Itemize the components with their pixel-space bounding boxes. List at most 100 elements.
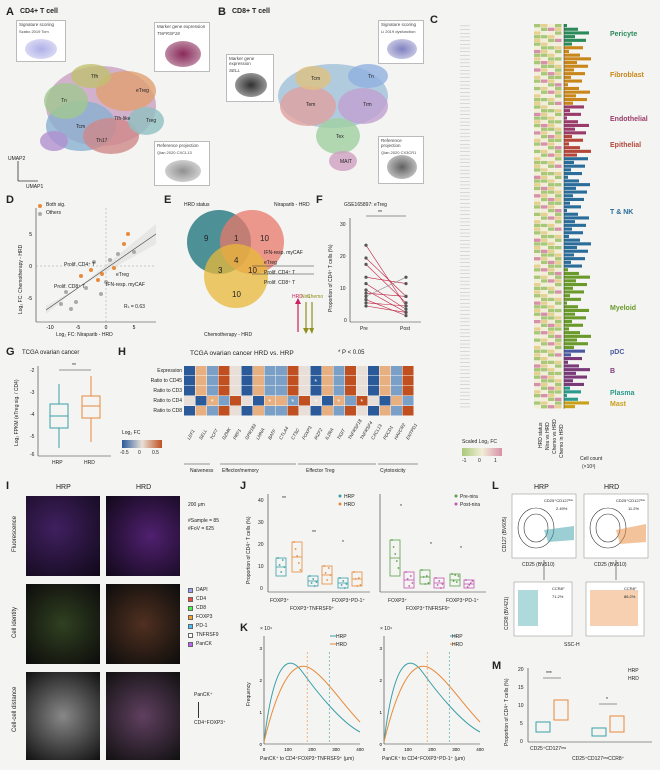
distance-hrp bbox=[26, 672, 100, 760]
j-point bbox=[297, 562, 300, 564]
c-heat-cell bbox=[555, 234, 562, 239]
c-heat-cell bbox=[555, 353, 562, 357]
c-heat-cell bbox=[534, 205, 541, 209]
fluorescence-hrp bbox=[26, 496, 100, 576]
c-heat-cell bbox=[555, 31, 562, 35]
c-heat-cell bbox=[548, 394, 555, 398]
panel-g: G TCGA ovarian cancer ** HRP HRD -2 -3 -… bbox=[6, 346, 116, 476]
c-heat-cell bbox=[548, 197, 555, 202]
c-heat-cell bbox=[534, 305, 541, 309]
c-heat-cell bbox=[541, 72, 548, 76]
c-heat-cell bbox=[548, 338, 555, 342]
c-heat-cell bbox=[555, 386, 562, 390]
c-heat-cell bbox=[548, 275, 555, 279]
k-legend: HRP bbox=[336, 634, 347, 640]
h-heat-cell bbox=[287, 406, 299, 416]
venn-arrow-label: HRD bbox=[292, 294, 303, 300]
c-heat-cell bbox=[555, 79, 562, 83]
i-distance-label: PanCK⁺ bbox=[194, 692, 213, 698]
c-heat-cell bbox=[548, 24, 555, 28]
c-heat-cell bbox=[548, 231, 555, 235]
j-xtick: FOXP3⁺TNFRSF9⁺ bbox=[406, 606, 451, 612]
d-point bbox=[92, 260, 96, 264]
j-point bbox=[455, 581, 458, 583]
c-heat-cell bbox=[541, 271, 548, 276]
f-pair-line bbox=[365, 302, 407, 307]
h-heat-cell bbox=[379, 366, 391, 376]
c-count-bar bbox=[564, 168, 571, 172]
c-heat-cell bbox=[548, 357, 555, 361]
umap-label: Trm bbox=[363, 102, 372, 108]
c-heat-cell bbox=[534, 172, 541, 176]
h-heat-cell bbox=[356, 366, 368, 376]
c-group-label: pDC bbox=[610, 349, 625, 357]
c-heat-cell bbox=[541, 68, 548, 72]
j-legend-dot bbox=[338, 494, 342, 498]
c-heat-cell bbox=[541, 109, 548, 113]
c-count-bar bbox=[564, 338, 577, 342]
c-heat-cell bbox=[541, 297, 548, 302]
f-point bbox=[364, 243, 368, 247]
c-heat-cell bbox=[555, 205, 562, 209]
c-heat-cell bbox=[534, 27, 541, 31]
c-heat-cell bbox=[555, 72, 562, 76]
l-gate2-label: CCR8⁺ bbox=[624, 586, 638, 591]
c-heat-cell bbox=[548, 98, 555, 102]
c-count-bar bbox=[564, 345, 574, 349]
umap-label: Tfh-like bbox=[114, 116, 131, 122]
c-heat-cell bbox=[534, 116, 541, 120]
h-heat-cell bbox=[402, 376, 414, 386]
c-heat-cell bbox=[534, 175, 541, 179]
c-heat-cell bbox=[534, 268, 541, 272]
c-count-bar bbox=[564, 238, 580, 242]
d-point bbox=[108, 258, 112, 262]
c-heat-cell bbox=[534, 90, 541, 94]
h-heat-cell bbox=[391, 386, 402, 396]
c-count-bar bbox=[564, 260, 571, 264]
c-heat-cell bbox=[555, 90, 562, 94]
c-heat-cell bbox=[548, 401, 555, 405]
c-heat-cell bbox=[555, 49, 562, 54]
c-heat-cell bbox=[548, 386, 555, 390]
c-heat-cell bbox=[541, 197, 548, 202]
j-sig: ** bbox=[282, 496, 286, 502]
c-heat-cell bbox=[555, 27, 562, 31]
panel-c-letter: C bbox=[430, 14, 438, 26]
panel-b-letter: B bbox=[218, 6, 226, 18]
j-point bbox=[438, 580, 441, 582]
c-heat-cell bbox=[548, 153, 555, 157]
c-count-bar bbox=[564, 57, 591, 61]
h-heat-cell bbox=[368, 386, 379, 396]
c-count-bar bbox=[564, 194, 573, 198]
c-heat-cell bbox=[555, 301, 562, 305]
g-xtick: HRP bbox=[52, 460, 63, 466]
d-annot: IFN-resp. myCAF bbox=[106, 282, 145, 288]
c-heat-cell bbox=[555, 38, 562, 43]
c-group-label: Endothelial bbox=[610, 116, 648, 124]
venn-count: 3 bbox=[218, 266, 223, 275]
m-sig: *** bbox=[546, 671, 552, 677]
c-heat-cell bbox=[555, 382, 562, 387]
c-heat-cell bbox=[534, 405, 541, 409]
c-heat-cell bbox=[548, 27, 555, 31]
c-heat-cell bbox=[541, 38, 548, 43]
h-heat-cell bbox=[207, 366, 218, 376]
c-legend-tick: 1 bbox=[494, 458, 497, 464]
c-heat-cell bbox=[541, 342, 548, 346]
j-point bbox=[354, 578, 357, 580]
h-heat-cell bbox=[241, 376, 253, 386]
l-xlabel: CD25 (BV510) bbox=[594, 562, 627, 568]
k-ytick: 0 bbox=[379, 742, 382, 747]
panel-g-boxplot bbox=[37, 366, 111, 457]
c-heat-cell bbox=[541, 24, 548, 28]
g-xtick: HRD bbox=[84, 460, 95, 466]
c-heat-cell bbox=[541, 212, 548, 216]
c-heat-cell bbox=[541, 345, 548, 350]
c-heat-cell bbox=[534, 342, 541, 346]
c-heat-cell bbox=[534, 283, 541, 287]
c-count-bar bbox=[564, 316, 586, 320]
c-heat-cell bbox=[541, 79, 548, 83]
l-xlabel: CD25 (BV510) bbox=[522, 562, 555, 568]
d-point bbox=[64, 290, 68, 294]
c-heat-cell bbox=[548, 220, 555, 224]
